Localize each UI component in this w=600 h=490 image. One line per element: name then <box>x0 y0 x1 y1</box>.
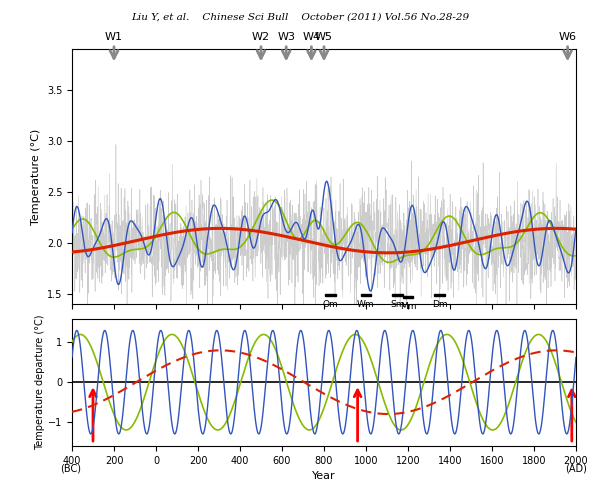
Text: Om: Om <box>322 300 338 309</box>
Text: W3: W3 <box>277 32 295 42</box>
Bar <box>434 294 445 296</box>
Text: Dm: Dm <box>431 300 448 309</box>
Bar <box>325 294 335 296</box>
Text: (AD): (AD) <box>565 463 587 473</box>
Text: (BC): (BC) <box>60 463 80 473</box>
Bar <box>361 294 371 296</box>
Y-axis label: Temperature (°C): Temperature (°C) <box>31 128 41 224</box>
Text: W5: W5 <box>315 32 333 42</box>
Text: W1: W1 <box>105 32 123 42</box>
Text: Sm: Sm <box>390 300 405 309</box>
Text: Mm: Mm <box>400 302 416 311</box>
Bar <box>403 296 413 298</box>
Text: Liu Y, et al.    Chinese Sci Bull    October (2011) Vol.56 No.28-29: Liu Y, et al. Chinese Sci Bull October (… <box>131 12 469 21</box>
Text: Wm: Wm <box>357 300 375 309</box>
Bar <box>392 294 403 296</box>
Text: W6: W6 <box>559 32 577 42</box>
Y-axis label: Temperature departure (°C): Temperature departure (°C) <box>35 315 45 450</box>
Text: W2: W2 <box>252 32 270 42</box>
Text: W4: W4 <box>302 32 320 42</box>
X-axis label: Year: Year <box>312 471 336 481</box>
